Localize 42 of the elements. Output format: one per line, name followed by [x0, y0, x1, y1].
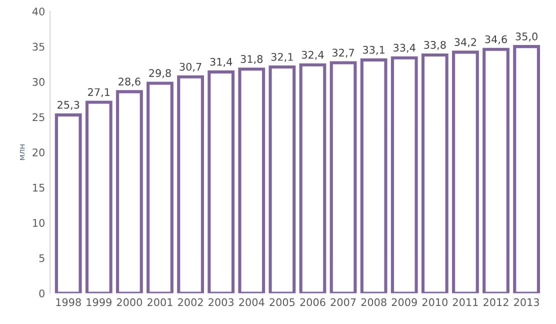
y-axis-title: млн — [20, 144, 25, 160]
y-tick-label: 25 — [32, 113, 44, 122]
x-tick-label: 2008 — [361, 298, 386, 306]
data-label: 35,0 — [516, 32, 538, 42]
x-tick-label: 1998 — [56, 298, 81, 306]
y-tick-label: 40 — [32, 8, 44, 16]
data-label: 28,6 — [118, 78, 140, 87]
data-label: 33,4 — [394, 44, 416, 53]
data-label: 25,3 — [58, 100, 80, 110]
x-tick-label: 2002 — [178, 298, 203, 306]
data-label: 27,1 — [88, 88, 110, 98]
data-label: 30,7 — [180, 62, 202, 72]
x-tick-label: 2006 — [300, 298, 326, 306]
x-tick-label: 2010 — [422, 298, 448, 306]
x-tick-label: 2013 — [514, 298, 539, 306]
x-tick-label: 2011 — [452, 298, 478, 306]
y-tick-label: 10 — [33, 218, 44, 227]
x-tick-label: 2001 — [148, 298, 172, 306]
data-label: 29,8 — [149, 69, 171, 78]
y-tick-label: 0 — [39, 289, 44, 298]
x-tick-label: 1999 — [86, 298, 112, 306]
data-label: 33,8 — [424, 40, 446, 50]
x-tick-label: 2003 — [208, 298, 234, 306]
x-tick-label: 2000 — [116, 298, 142, 306]
data-label: 31,8 — [240, 55, 263, 64]
data-label: 31,4 — [210, 58, 232, 67]
y-tick-label: 5 — [39, 254, 44, 262]
data-label: 34,6 — [485, 35, 507, 44]
x-tick-label: 2009 — [392, 298, 417, 306]
x-tick-label: 2007 — [330, 298, 356, 306]
data-label: 32,4 — [302, 50, 324, 60]
x-tick-label: 2005 — [270, 298, 295, 306]
y-tick-label: 20 — [32, 148, 44, 156]
x-tick-label: 2004 — [239, 298, 264, 306]
y-tick-label: 35 — [32, 42, 44, 51]
data-label: 32,7 — [332, 48, 354, 58]
y-tick-label: 15 — [33, 184, 44, 192]
y-tick-label: 30 — [32, 78, 44, 86]
data-label: 32,1 — [271, 52, 293, 62]
data-label: 34,2 — [454, 38, 476, 48]
data-label: 33,1 — [363, 46, 384, 55]
x-tick-label: 2012 — [484, 298, 508, 306]
